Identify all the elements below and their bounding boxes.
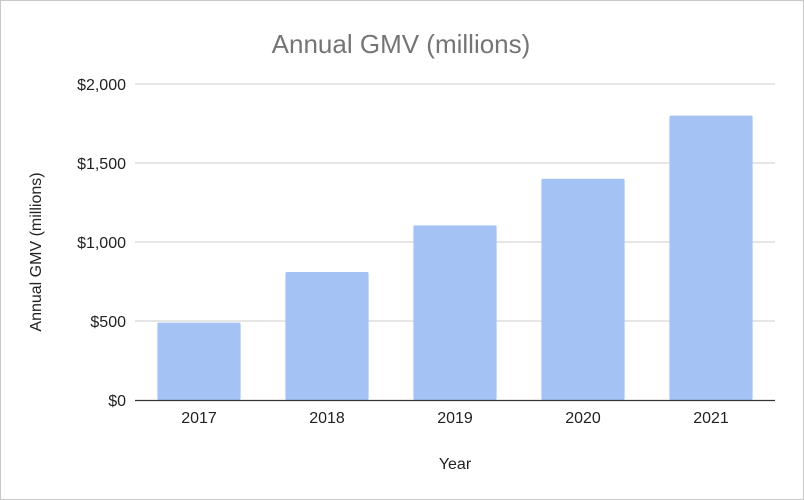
y-tick-label: $1,500 [77, 156, 126, 173]
x-tick-label: 2019 [437, 410, 473, 427]
bars [157, 115, 753, 400]
x-tick-label: 2020 [565, 410, 601, 427]
bar-2018 [285, 272, 369, 400]
chart-title: Annual GMV (millions) [272, 29, 531, 59]
y-tick-label: $0 [108, 393, 126, 410]
bar-2019 [413, 225, 497, 400]
bar-2021 [669, 115, 753, 400]
x-tick-labels: 2017 2018 2019 2020 2021 [181, 410, 729, 427]
bar-2020 [541, 178, 625, 400]
y-tick-label: $1,000 [77, 235, 126, 252]
x-axis-label: Year [439, 456, 472, 473]
bar-2017 [157, 322, 241, 400]
y-tick-label: $2,000 [77, 77, 126, 94]
y-axis-label: Annual GMV (millions) [28, 172, 45, 331]
y-tick-labels: $0 $500 $1,000 $1,500 $2,000 [77, 77, 126, 410]
x-tick-label: 2017 [181, 410, 217, 427]
x-tick-label: 2018 [309, 410, 345, 427]
x-tick-label: 2021 [693, 410, 729, 427]
y-tick-label: $500 [90, 314, 126, 331]
